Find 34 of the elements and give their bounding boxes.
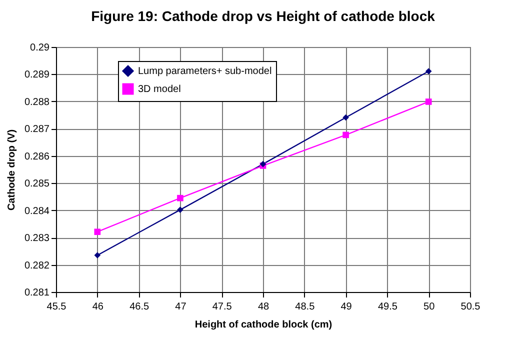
x-tick-label: 50.5 <box>460 302 481 312</box>
y-tick-label: 0.284 <box>24 206 50 217</box>
x-tick-label: 47 <box>175 302 187 312</box>
x-tick-label: 47.5 <box>212 302 232 312</box>
legend-label: Lump parameters+ sub-model <box>138 66 272 77</box>
y-tick-label: 0.287 <box>24 124 50 136</box>
y-axis-title: Cathode drop (V) <box>6 129 18 211</box>
y-tick-label: 0.288 <box>24 96 50 108</box>
y-tick-label: 0.283 <box>24 233 50 244</box>
y-tick-label: 0.282 <box>24 260 50 272</box>
chart-title: Figure 19: Cathode drop vs Height of cathode block <box>91 8 436 24</box>
x-tick-label: 48.5 <box>295 302 316 312</box>
point <box>94 252 101 258</box>
y-tick-label: 0.286 <box>24 151 50 162</box>
x-tick-label: 50 <box>424 302 436 312</box>
point <box>425 98 432 105</box>
point <box>342 132 349 138</box>
x-tick-label: 48 <box>258 302 270 312</box>
x-tick-label: 46 <box>92 302 104 312</box>
point <box>177 194 184 202</box>
point <box>177 206 184 213</box>
x-tick-label: 49 <box>340 302 352 312</box>
y-tick-label: 0.285 <box>24 178 50 190</box>
point <box>425 68 432 74</box>
y-tick-label: 0.281 <box>24 288 50 298</box>
point <box>94 228 101 235</box>
legend-label: 3D model <box>138 84 181 95</box>
point <box>342 114 349 121</box>
y-tick-label: 0.289 <box>24 70 50 81</box>
x-tick-label: 49.5 <box>378 302 398 312</box>
x-axis-title: Height of cathode block (cm) <box>194 320 332 330</box>
x-tick-label: 45.5 <box>46 302 67 312</box>
y-tick-label: 0.29 <box>30 42 50 54</box>
x-tick-label: 46.5 <box>130 302 150 312</box>
